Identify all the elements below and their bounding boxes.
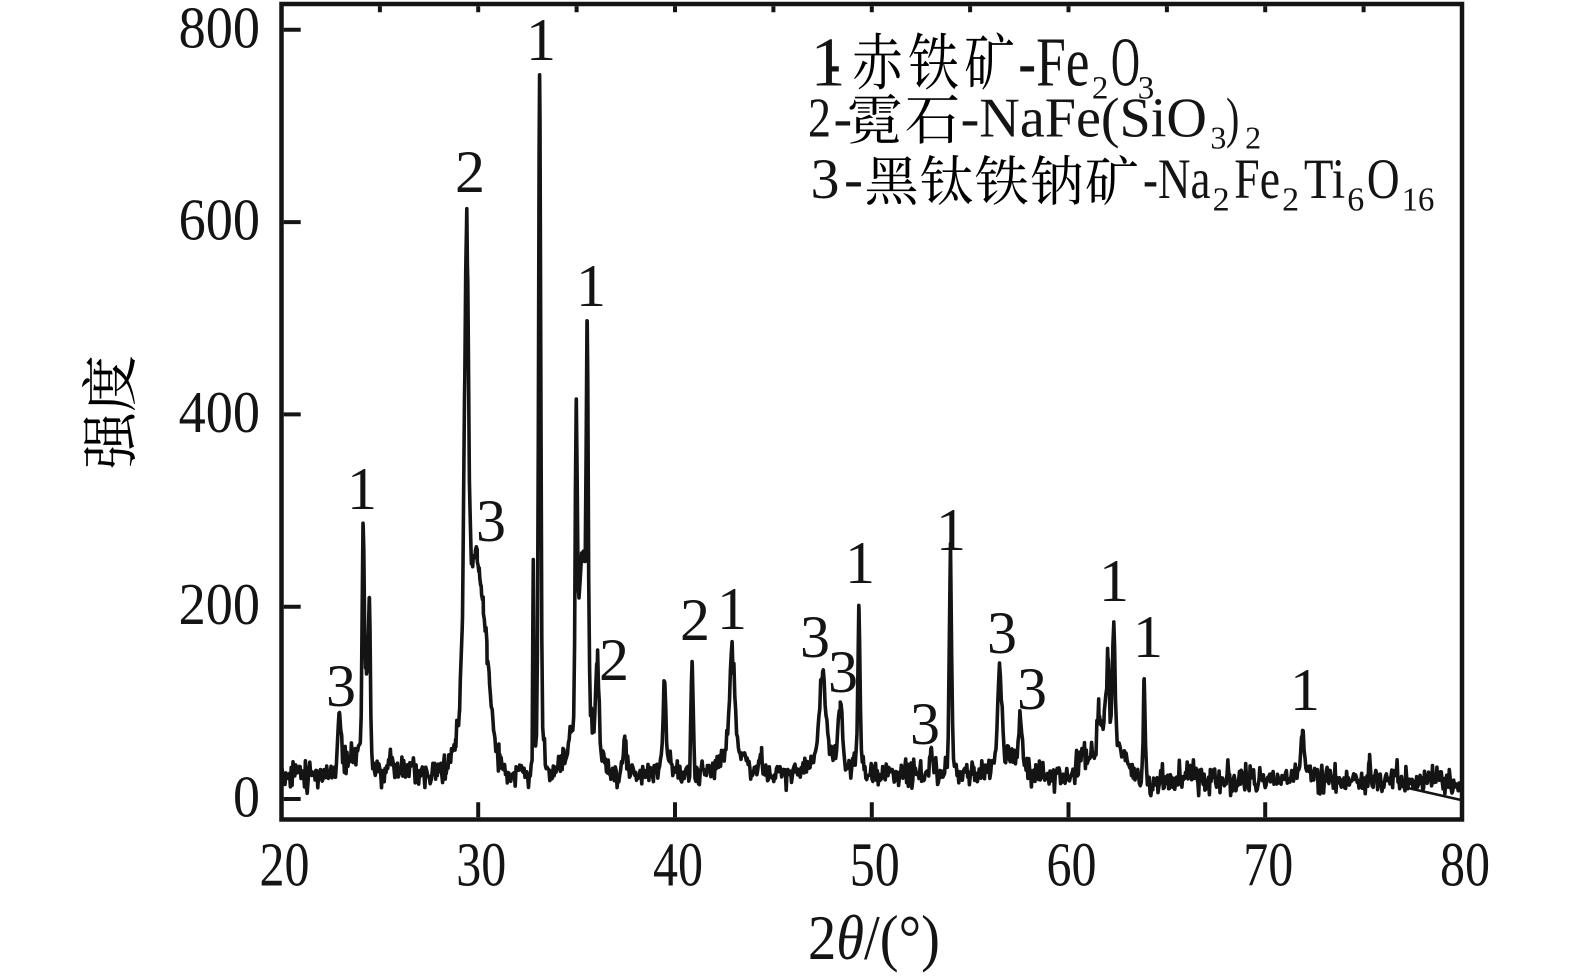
svg-text:6: 6 [1347, 182, 1364, 219]
svg-text:2: 2 [455, 139, 485, 205]
svg-text:200: 200 [179, 571, 260, 637]
svg-text:2: 2 [1213, 182, 1230, 219]
svg-text:400: 400 [179, 379, 260, 445]
svg-text:3: 3 [1210, 120, 1226, 156]
svg-text:1: 1 [526, 7, 556, 73]
svg-text:3: 3 [476, 488, 506, 554]
svg-text:O: O [1367, 148, 1400, 211]
svg-text:2: 2 [1092, 71, 1109, 107]
svg-text:40: 40 [653, 832, 703, 900]
svg-text:-Na: -Na [1143, 148, 1210, 211]
svg-text:-: - [829, 25, 840, 102]
svg-text:1: 1 [845, 530, 875, 596]
svg-text:Fe: Fe [1234, 148, 1280, 211]
svg-text:2: 2 [1282, 182, 1299, 219]
svg-text:3: 3 [987, 600, 1017, 666]
svg-text:3: 3 [1138, 71, 1155, 107]
svg-text:1: 1 [1133, 604, 1163, 670]
svg-text:2: 2 [599, 627, 629, 693]
svg-text:3: 3 [1017, 656, 1047, 722]
svg-text:1: 1 [1099, 548, 1129, 614]
svg-text:1: 1 [1290, 657, 1320, 723]
svg-text:30: 30 [456, 832, 506, 900]
svg-text:2: 2 [680, 587, 710, 653]
svg-text:50: 50 [850, 832, 900, 900]
svg-text:1: 1 [936, 497, 966, 563]
svg-text:-: - [834, 88, 853, 150]
svg-text:70: 70 [1243, 832, 1293, 900]
svg-text:3: 3 [828, 639, 858, 705]
svg-text:1: 1 [811, 25, 846, 102]
svg-text:800: 800 [179, 0, 260, 60]
svg-text:3: 3 [800, 604, 830, 670]
svg-text:3: 3 [811, 148, 840, 211]
svg-text:1: 1 [717, 576, 747, 642]
svg-text:3: 3 [326, 653, 356, 719]
svg-text:O: O [1111, 25, 1140, 102]
svg-text:): ) [1226, 88, 1239, 150]
svg-text:60: 60 [1047, 832, 1097, 900]
svg-text:3: 3 [910, 691, 940, 757]
svg-text:2θ/(°): 2θ/(°) [808, 902, 940, 973]
svg-text:16: 16 [1402, 182, 1435, 219]
svg-text:-Fe: -Fe [1018, 25, 1089, 102]
svg-text:600: 600 [179, 187, 260, 253]
svg-text:-: - [844, 148, 863, 211]
svg-text:2: 2 [1245, 120, 1261, 156]
svg-text:0: 0 [233, 764, 260, 830]
svg-text:20: 20 [260, 832, 310, 900]
svg-text:80: 80 [1440, 832, 1490, 900]
svg-text:-NaFe(SiO: -NaFe(SiO [961, 88, 1207, 150]
svg-text:1: 1 [347, 456, 377, 522]
svg-text:Ti: Ti [1304, 148, 1345, 211]
svg-text:1: 1 [576, 253, 606, 319]
svg-text:2: 2 [808, 88, 831, 150]
